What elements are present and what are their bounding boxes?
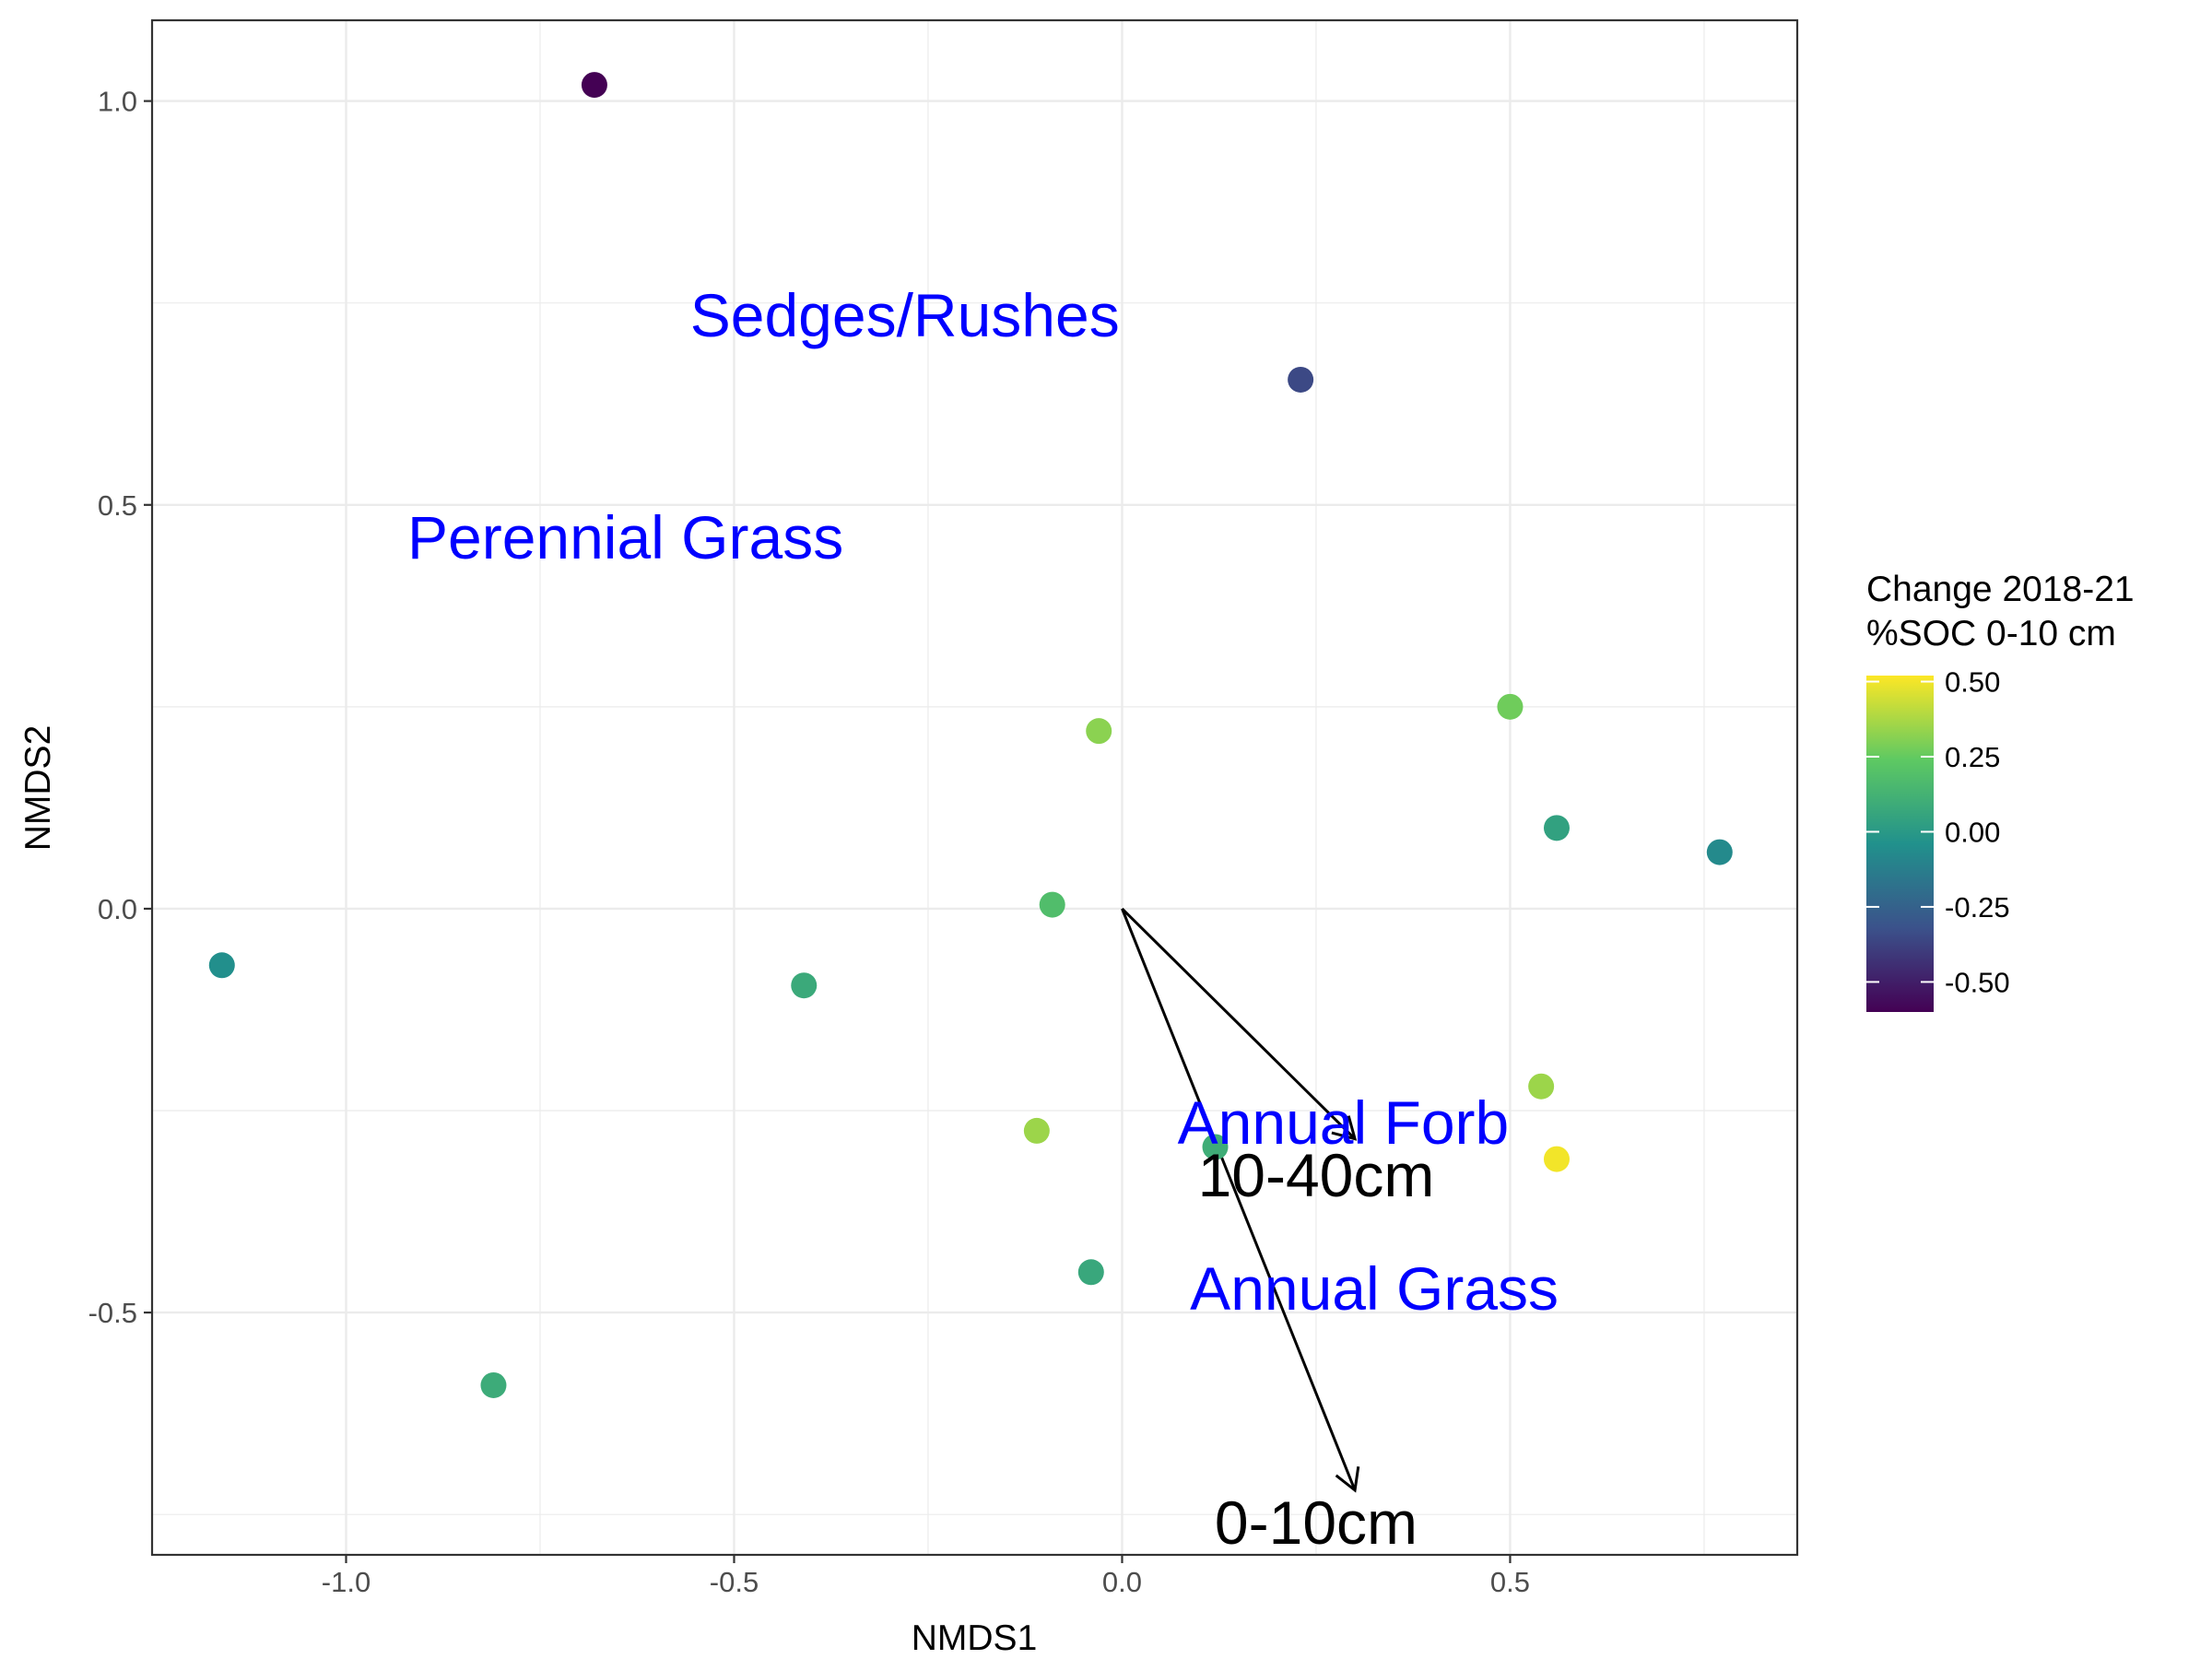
y-tick-label: 0.0 <box>98 893 137 925</box>
legend-ticks: 0.50 0.25 0.00 -0.25 -0.50 <box>1866 666 2010 998</box>
env-vectors <box>1121 907 1360 1493</box>
species-label: Annual Forb <box>1178 1088 1510 1157</box>
x-axis-ticks: -1.0 -0.5 0.0 0.5 <box>322 1555 1530 1598</box>
legend-tick-label: 0.25 <box>1945 741 2000 773</box>
data-point <box>791 972 818 999</box>
data-point <box>581 72 607 99</box>
x-tick-label: 0.5 <box>1490 1566 1530 1598</box>
vector-arrow-10-40cm <box>1121 907 1357 1140</box>
vector-labels: 10-40cm 0-10cm <box>1198 1141 1435 1557</box>
legend-tick-label: -0.25 <box>1945 891 2010 924</box>
legend-title-line-1: Change 2018-21 <box>1866 570 2135 609</box>
plot-border <box>150 18 1799 1557</box>
vector-arrowhead-10-40cm <box>1331 1115 1358 1141</box>
species-labels: Sedges/Rushes Perennial Grass Annual Forb A… <box>407 281 1559 1323</box>
data-point <box>1528 1073 1555 1100</box>
data-point <box>1497 693 1524 720</box>
data-point <box>1086 718 1112 745</box>
data-point <box>1543 1146 1570 1172</box>
data-point <box>1288 366 1314 393</box>
sample-points <box>208 72 1733 1398</box>
x-tick-label: -1.0 <box>322 1566 371 1598</box>
species-label: Annual Grass <box>1190 1254 1559 1323</box>
y-axis-title: NMDS2 <box>18 725 58 852</box>
data-point <box>1039 891 1065 918</box>
y-axis-ticks: -0.5 0.0 0.5 1.0 <box>88 86 152 1329</box>
major-gridlines <box>152 20 1797 1555</box>
data-point <box>208 952 235 979</box>
plot-background <box>152 20 1797 1555</box>
minor-gridlines <box>151 20 1797 1555</box>
legend-tick-label: -0.50 <box>1945 966 2010 998</box>
y-tick-label: 1.0 <box>98 86 137 118</box>
data-point <box>1543 815 1570 841</box>
legend-colorbar <box>1866 676 1934 1012</box>
color-legend: Change 2018-21 %SOC 0-10 cm 0.50 0.25 0.00… <box>1866 570 2135 1012</box>
vector-arrow-0-10cm <box>1121 908 1357 1491</box>
x-axis-title: NMDS1 <box>912 1618 1038 1658</box>
vector-label: 10-40cm <box>1198 1141 1435 1209</box>
vector-arrowhead-0-10cm <box>1335 1465 1360 1493</box>
x-tick-label: -0.5 <box>710 1566 759 1598</box>
legend-title-line-2: %SOC 0-10 cm <box>1866 614 2116 653</box>
x-tick-label: 0.0 <box>1102 1566 1142 1598</box>
species-label: Sedges/Rushes <box>690 281 1120 349</box>
vector-label: 0-10cm <box>1215 1488 1418 1557</box>
data-point <box>1202 1134 1229 1160</box>
data-point <box>1077 1259 1104 1286</box>
data-point <box>1023 1117 1050 1144</box>
data-point <box>480 1371 507 1398</box>
y-tick-label: -0.5 <box>88 1297 137 1329</box>
legend-tick-label: 0.50 <box>1945 666 2000 699</box>
y-tick-label: 0.5 <box>98 489 137 522</box>
species-label: Perennial Grass <box>407 503 843 571</box>
legend-tick-label: 0.00 <box>1945 816 2000 848</box>
data-point <box>1706 839 1733 865</box>
